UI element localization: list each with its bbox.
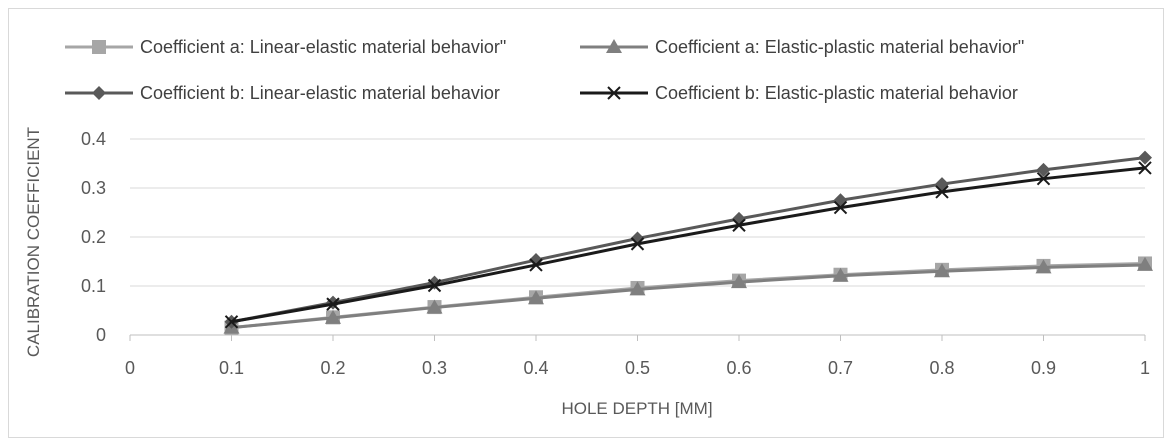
legend-item: Coefficient a: Elastic-plastic material … [580, 37, 1024, 57]
data-point [529, 258, 543, 272]
y-axis-label: CALIBRATION COEFFICIENT [24, 127, 43, 357]
x-axis-label: HOLE DEPTH [MM] [561, 399, 712, 418]
y-tick-label: 0.3 [81, 178, 106, 198]
series-4 [224, 161, 1152, 329]
data-point [326, 297, 340, 311]
data-point [934, 263, 950, 278]
legend-marker [607, 86, 621, 100]
series-3 [224, 150, 1152, 329]
x-tick-label: 0.2 [320, 358, 345, 378]
x-tick-label: 0.1 [219, 358, 244, 378]
y-tick-label: 0.4 [81, 129, 106, 149]
series-line [231, 156, 1146, 324]
y-axis-ticks: 0 0.1 0.2 0.3 0.4 [81, 129, 106, 345]
x-tick-label: 0.4 [523, 358, 548, 378]
y-tick-label: 0 [96, 325, 106, 345]
legend-marker [92, 40, 106, 54]
data-point [833, 200, 848, 215]
data-point [426, 299, 443, 314]
legend-item: Coefficient b: Elastic-plastic material … [580, 83, 1018, 103]
x-tick-label: 0.8 [929, 358, 954, 378]
series-line [231, 166, 1146, 324]
legend-label: Coefficient b: Elastic-plastic material … [655, 83, 1018, 103]
x-tick-label: 0 [125, 358, 135, 378]
chart-frame [8, 8, 1164, 438]
data-point [833, 193, 848, 208]
series-group [223, 150, 1153, 335]
data-point [935, 185, 949, 199]
data-point [427, 278, 442, 293]
legend-label: Coefficient a: Linear-elastic material b… [140, 37, 506, 57]
data-point [732, 218, 746, 232]
x-tick-label: 0.3 [422, 358, 447, 378]
legend-marker [92, 86, 106, 100]
data-point [528, 290, 544, 305]
legend-item: Coefficient b: Linear-elastic material b… [65, 83, 500, 103]
data-point [731, 274, 747, 289]
data-point [1036, 162, 1051, 177]
series-line [231, 263, 1146, 330]
data-point [1035, 259, 1052, 274]
data-point [832, 267, 849, 282]
series-2 [223, 256, 1153, 334]
y-tick-label: 0.2 [81, 227, 106, 247]
x-axis-ticks: 0 0.1 0.2 0.3 0.4 0.5 0.6 0.7 0.8 0.9 1 [125, 335, 1150, 378]
data-point [1138, 161, 1152, 175]
data-point [630, 237, 645, 251]
legend-label: Coefficient b: Linear-elastic material b… [140, 83, 500, 103]
data-point [1036, 171, 1051, 186]
legend-marker [606, 39, 622, 53]
x-tick-label: 0.5 [625, 358, 650, 378]
x-tick-label: 1 [1140, 358, 1150, 378]
legend-item: Coefficient a: Linear-elastic material b… [65, 37, 506, 57]
data-point [224, 315, 239, 329]
legend: Coefficient a: Linear-elastic material b… [65, 37, 1024, 103]
x-tick-label: 0.6 [726, 358, 751, 378]
y-tick-label: 0.1 [81, 276, 106, 296]
data-point [1137, 256, 1153, 271]
x-tick-label: 0.7 [828, 358, 853, 378]
x-tick-label: 0.9 [1031, 358, 1056, 378]
data-point [325, 309, 341, 324]
data-point [629, 281, 646, 296]
data-point [1138, 150, 1152, 165]
data-point [935, 177, 949, 192]
legend-label: Coefficient a: Elastic-plastic material … [655, 37, 1024, 57]
